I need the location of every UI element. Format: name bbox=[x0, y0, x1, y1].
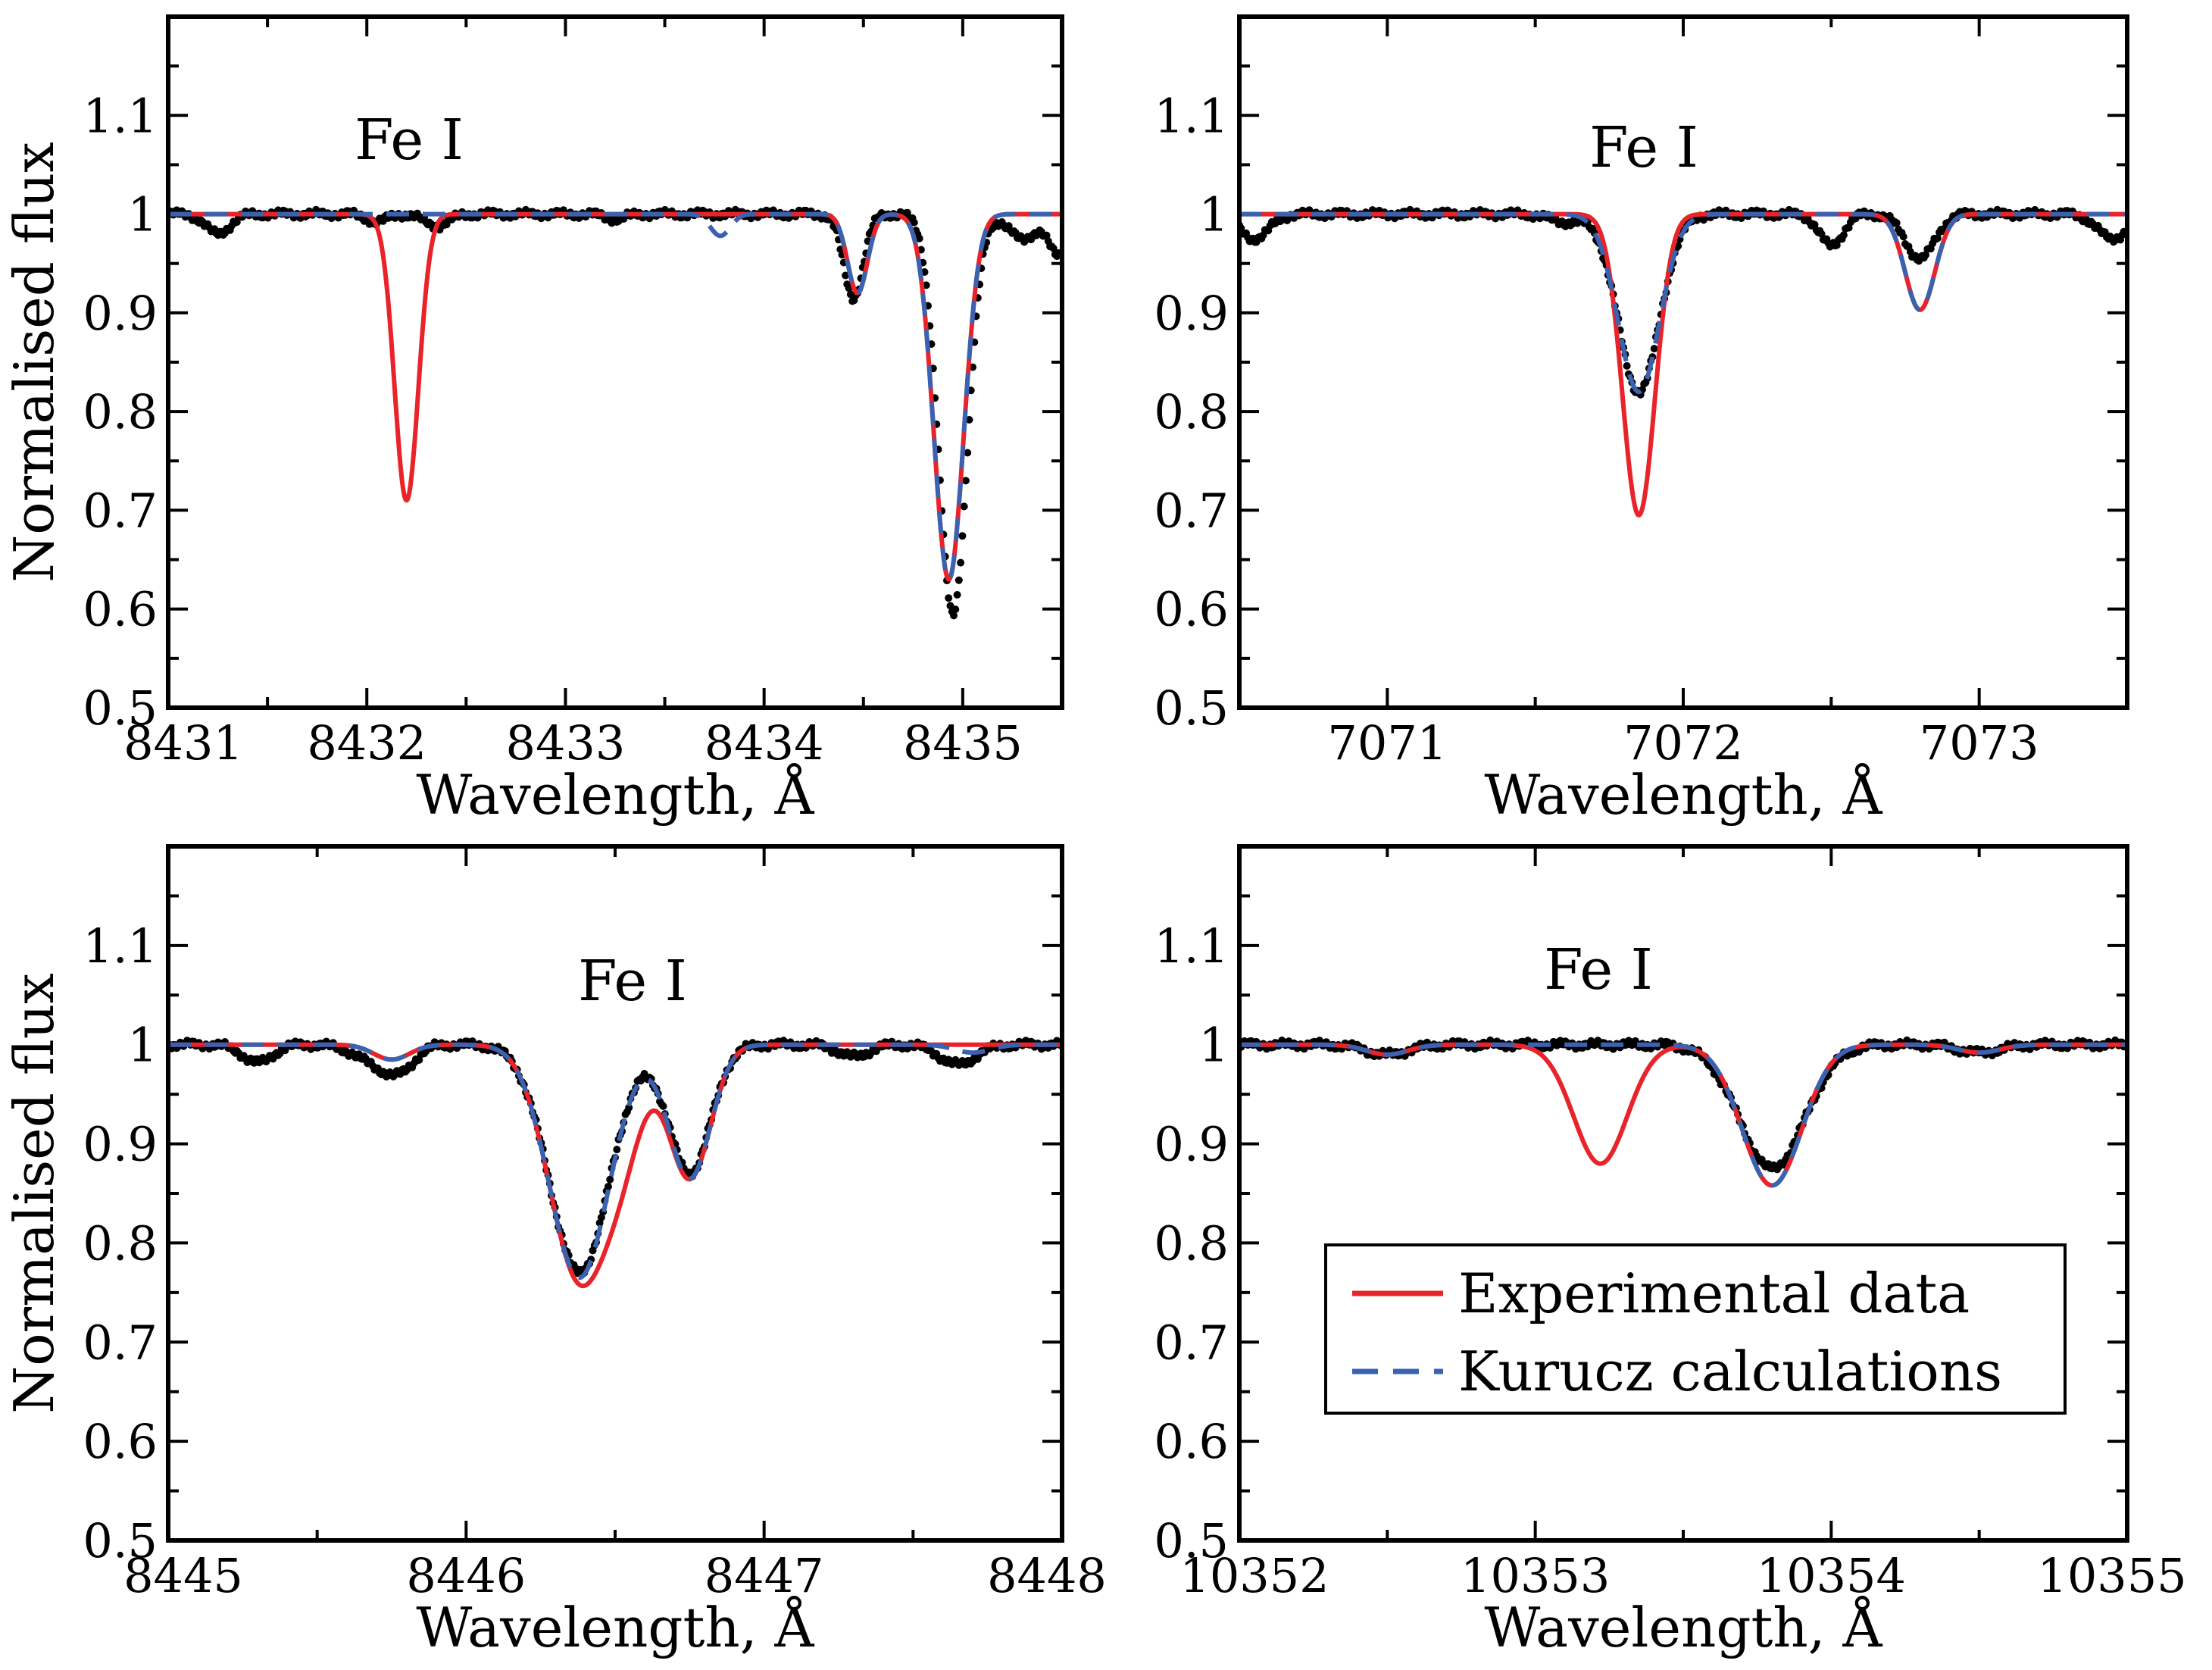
y-tick-label: 0.6 bbox=[1154, 582, 1229, 637]
panel-4: 0.5 0.6 0.7 0.8 0.9 1 1.1 10352 10353 10354 10355 W… bbox=[1154, 844, 2187, 1659]
series-experimental bbox=[1239, 1042, 2127, 1188]
x-tick-label: 8446 bbox=[406, 1548, 526, 1603]
panel-title: Fe I bbox=[578, 949, 687, 1014]
legend: Experimental data Kurucz calculations bbox=[1324, 1243, 2067, 1415]
y-tick-label: 1.1 bbox=[83, 918, 158, 974]
panel-title: Fe I bbox=[355, 108, 464, 173]
plot-frame bbox=[1237, 14, 2129, 710]
panel-1: 0.5 0.6 0.7 0.8 0.9 1 1.1 8431 8432 8433 8434 8435 W… bbox=[2, 14, 1064, 827]
x-tick-label: 7071 bbox=[1327, 715, 1447, 771]
y-tick-label: 1 bbox=[128, 187, 158, 242]
y-tick-label: 0.5 bbox=[1154, 1513, 1229, 1568]
y-tick-label: 1 bbox=[1199, 187, 1229, 242]
y-tick-label: 0.9 bbox=[1154, 1117, 1229, 1172]
y-tick-label: 1.1 bbox=[83, 88, 158, 143]
y-tick-label: 0.7 bbox=[1154, 1315, 1229, 1370]
x-tick-label: 8445 bbox=[123, 1548, 243, 1603]
y-tick-label: 0.6 bbox=[1154, 1414, 1229, 1469]
y-tick-label: 0.6 bbox=[83, 582, 158, 637]
series-observed bbox=[1239, 205, 2127, 399]
series-kurucz bbox=[168, 211, 1062, 582]
y-tick-label: 0.6 bbox=[83, 1414, 158, 1469]
y-tick-label: 0.8 bbox=[1154, 384, 1229, 439]
legend-label-kurucz: Kurucz calculations bbox=[1458, 1340, 2002, 1403]
y-tick-label: 1 bbox=[128, 1018, 158, 1073]
x-tick-label: 8435 bbox=[903, 715, 1023, 771]
y-tick-label: 0.8 bbox=[1154, 1215, 1229, 1271]
x-tick-label: 8433 bbox=[506, 715, 626, 771]
plot-frame bbox=[166, 14, 1064, 710]
y-tick-label: 1.1 bbox=[1154, 918, 1229, 974]
series-kurucz bbox=[1239, 211, 2127, 395]
x-tick-label: 7072 bbox=[1623, 715, 1743, 771]
panel-3: 0.5 0.6 0.7 0.8 0.9 1 1.1 8445 8446 8447 8448 Wavel… bbox=[2, 844, 1107, 1659]
legend-box bbox=[1324, 1243, 2067, 1415]
y-axis-label: Normalised flux bbox=[2, 142, 66, 583]
x-axis-label: Wavelength, Å bbox=[416, 762, 814, 827]
x-axis-label: Wavelength, Å bbox=[1484, 762, 1882, 827]
x-axis-label: Wavelength, Å bbox=[416, 1595, 814, 1659]
y-tick-label: 0.9 bbox=[83, 1117, 158, 1172]
x-tick-label: 8431 bbox=[123, 715, 243, 771]
series-kurucz bbox=[168, 1042, 1062, 1281]
y-tick-label: 0.5 bbox=[83, 680, 158, 736]
x-tick-label: 8434 bbox=[705, 715, 824, 771]
series-observed bbox=[1239, 1036, 2127, 1174]
y-tick-label: 0.5 bbox=[83, 1513, 158, 1568]
x-tick-label: 10355 bbox=[2037, 1548, 2186, 1603]
series-experimental bbox=[1239, 211, 2127, 518]
series-observed bbox=[168, 205, 1062, 620]
y-tick-label: 0.7 bbox=[83, 1315, 158, 1370]
y-tick-label: 0.9 bbox=[1154, 286, 1229, 341]
panel-title: Fe I bbox=[1589, 115, 1698, 180]
y-tick-label: 0.7 bbox=[1154, 483, 1229, 538]
legend-label-experimental: Experimental data bbox=[1458, 1262, 1970, 1325]
plot-frame bbox=[166, 844, 1064, 1543]
y-tick-label: 0.9 bbox=[83, 286, 158, 341]
x-tick-label: 8448 bbox=[987, 1548, 1107, 1603]
panel-2: 0.5 0.6 0.7 0.8 0.9 1 1.1 7071 7072 7073 Wavelengt… bbox=[1154, 14, 2129, 827]
x-tick-label: 10353 bbox=[1461, 1548, 1610, 1603]
panel-title: Fe I bbox=[1544, 937, 1653, 1002]
x-tick-label: 10354 bbox=[1757, 1548, 1906, 1603]
series-kurucz bbox=[1239, 1042, 2127, 1188]
series-experimental bbox=[168, 211, 1062, 582]
x-tick-label: 8447 bbox=[705, 1548, 824, 1603]
y-tick-label: 0.7 bbox=[83, 483, 158, 538]
y-tick-label: 0.8 bbox=[83, 1215, 158, 1271]
y-tick-label: 1 bbox=[1199, 1018, 1229, 1073]
y-tick-label: 0.8 bbox=[83, 384, 158, 439]
plot-frame bbox=[1237, 844, 2129, 1543]
y-tick-label: 1.1 bbox=[1154, 88, 1229, 143]
x-axis-label: Wavelength, Å bbox=[1484, 1595, 1882, 1659]
x-tick-label: 8432 bbox=[307, 715, 426, 771]
y-tick-label: 0.5 bbox=[1154, 680, 1229, 736]
y-axis-label: Normalised flux bbox=[2, 973, 66, 1414]
x-tick-label: 7073 bbox=[1920, 715, 2039, 771]
x-tick-label: 10352 bbox=[1179, 1548, 1329, 1603]
